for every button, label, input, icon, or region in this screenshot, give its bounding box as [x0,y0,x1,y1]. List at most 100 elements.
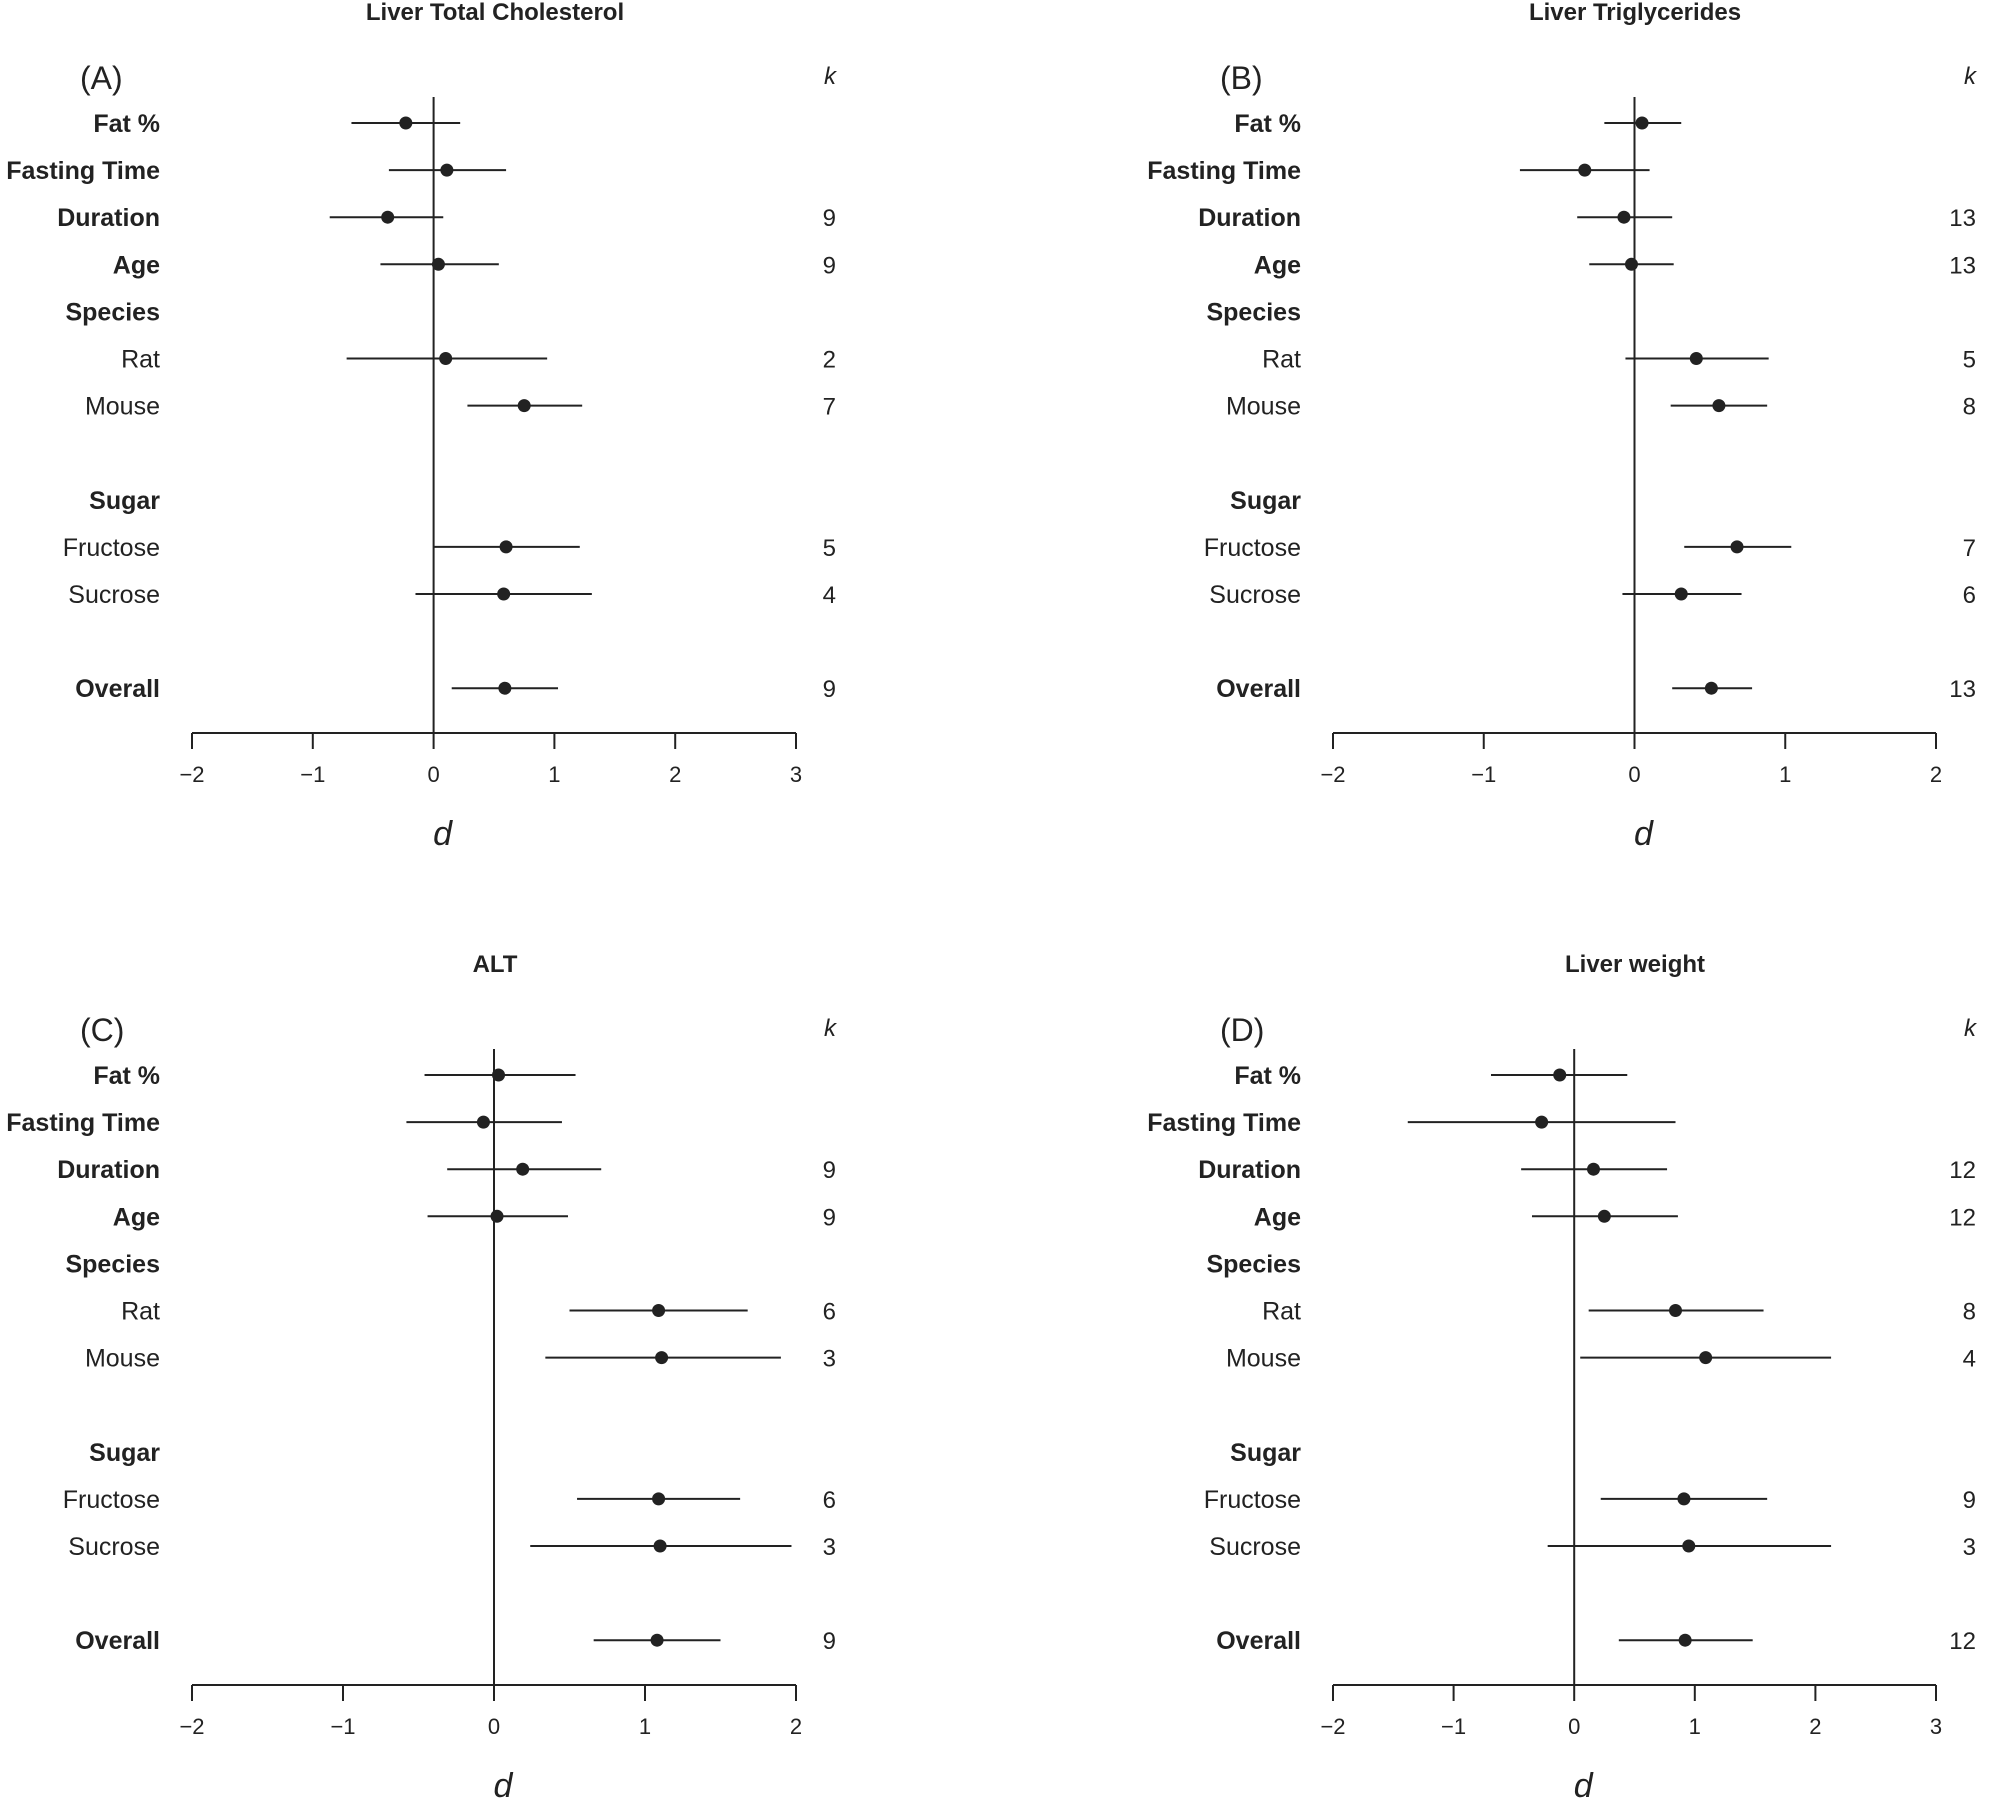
row-label: Fat % [93,110,160,138]
row-label: Rat [1262,346,1301,374]
k-value: 5 [1963,347,1976,374]
effect-size-point [439,352,453,365]
forest-row: Fasting Time [1147,1109,1676,1137]
effect-size-point [1689,352,1703,365]
x-tick-label: 1 [1779,762,1791,787]
row-label: Age [1254,251,1301,279]
effect-size-point [476,1115,490,1129]
effect-size-point [516,1162,530,1176]
k-value: 7 [823,394,836,421]
row-label: Overall [1216,675,1301,703]
k-value: 8 [1963,1299,1976,1326]
row-label: Mouse [1226,1345,1301,1373]
forest-row: Duration 13 [1198,204,1976,232]
effect-size-point [650,1633,664,1647]
x-tick-label: −1 [330,1714,355,1739]
k-value: 3 [823,1534,836,1561]
effect-size-point [652,1492,666,1506]
effect-size-point [1677,1492,1691,1506]
effect-size-point [1730,540,1744,554]
k-value: 3 [823,1346,836,1373]
forest-row: Duration 9 [57,204,836,232]
forest-row: Age 13 [1254,251,1976,279]
x-tick-label: 2 [1809,1714,1821,1739]
forest-row: Age 12 [1254,1203,1976,1231]
x-tick-label: −1 [1471,762,1496,787]
k-value: 6 [823,1299,836,1326]
k-header: k [1964,63,1978,90]
effect-size-point [1682,1539,1696,1553]
effect-size-point [381,210,395,224]
x-tick-label: −1 [300,762,325,787]
effect-size-point [1678,1633,1692,1647]
effect-size-point [1617,210,1631,224]
forest-row: Rat 5 [1262,346,1976,374]
effect-size-point [498,681,512,695]
panel-label: (D) [1220,1012,1264,1048]
k-value: 13 [1949,252,1976,279]
forest-panel-a: Liver Total Cholesterol (A) k Fat % Fasting … [6,0,838,853]
k-header: k [1964,1015,1978,1042]
k-value: 13 [1949,205,1976,232]
forest-row: Age 9 [113,1203,836,1231]
effect-size-point [1586,1162,1600,1176]
forest-row: Duration 9 [57,1156,836,1184]
k-value: 6 [1963,582,1976,609]
row-label: Fat % [1234,110,1301,138]
k-value: 12 [1949,1628,1976,1655]
row-label: Sucrose [1209,1533,1301,1561]
effect-size-point [1712,399,1726,413]
k-value: 8 [1963,394,1976,421]
k-value: 9 [823,1157,836,1184]
forest-row: Fat % [1234,1062,1628,1090]
x-axis-label: d [433,815,453,853]
row-label: Sucrose [68,1533,160,1561]
forest-row: Sugar [1230,1439,1301,1467]
forest-row: Rat 6 [121,1298,836,1326]
row-label: Age [113,251,160,279]
row-label: Fasting Time [1147,157,1301,185]
effect-size-point [431,257,445,271]
forest-row: Sucrose 4 [68,581,836,609]
forest-panel-d: Liver weight (D) k Fat % Fasting Time Duratio… [1147,951,1978,1798]
k-value: 12 [1949,1204,1976,1231]
k-value: 9 [823,252,836,279]
row-label: Overall [75,1627,160,1655]
row-label: Duration [57,1156,160,1184]
forest-row: Fructose 6 [63,1486,836,1514]
x-tick-label: −2 [1320,762,1345,787]
row-label: Rat [121,1298,160,1326]
forest-row: Rat 8 [1262,1298,1976,1326]
effect-size-point [517,399,531,413]
row-label: Duration [1198,204,1301,232]
row-label: Fructose [1204,1486,1301,1514]
x-tick-label: 2 [790,1714,802,1739]
x-tick-label: 1 [639,1714,651,1739]
forest-row: Sucrose 3 [68,1533,836,1561]
row-label: Sugar [89,487,160,515]
row-label: Species [1206,298,1301,326]
row-label: Rat [1262,1298,1301,1326]
k-value: 4 [1963,1346,1976,1373]
panel-label: (B) [1220,60,1263,96]
x-tick-label: 2 [1930,762,1942,787]
x-tick-label: −2 [179,762,204,787]
forest-row: Fat % [1234,110,1682,138]
forest-row: Mouse 8 [1226,393,1976,421]
row-label: Sucrose [68,581,160,609]
forest-row: Overall 9 [75,1627,836,1655]
effect-size-point [1624,257,1638,271]
panel-title: ALT [473,951,518,978]
forest-row: Mouse 7 [85,393,836,421]
row-label: Duration [57,204,160,232]
effect-size-point [497,587,511,601]
effect-size-point [1674,587,1688,601]
k-value: 9 [1963,1487,1976,1514]
row-label: Fat % [93,1062,160,1090]
forest-row: Species [65,1250,160,1278]
row-label: Fructose [63,534,160,562]
forest-row: Mouse 4 [1226,1345,1976,1373]
row-label: Sugar [1230,1439,1301,1467]
forest-row: Fructose 7 [1204,534,1976,562]
row-label: Sugar [89,1439,160,1467]
